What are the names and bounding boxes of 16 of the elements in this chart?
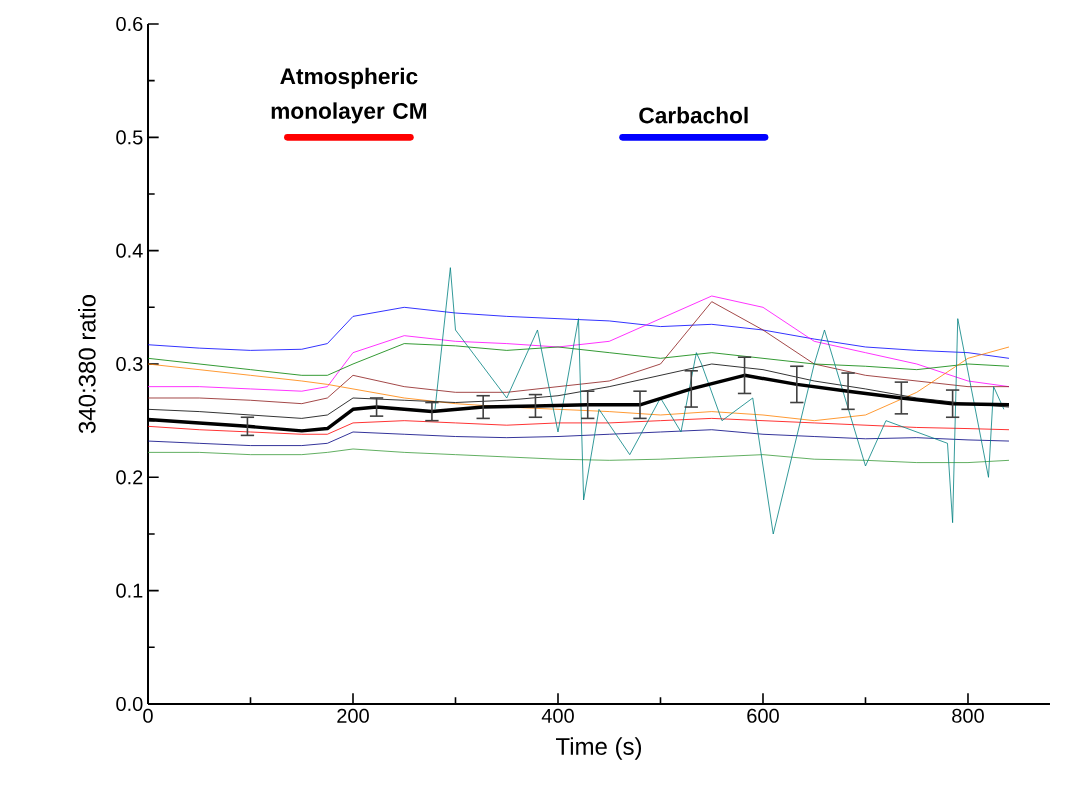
- y-tick-label: 0.3: [116, 356, 143, 372]
- y-tick-label: 0.0: [116, 696, 143, 712]
- y-tick-label: 0.1: [116, 583, 143, 598]
- x-tick-label: 600: [747, 708, 779, 723]
- x-tick-label: 200: [337, 708, 369, 723]
- y-axis-title: 340:380 ratio: [78, 294, 96, 434]
- x-tick-label: 800: [952, 708, 984, 723]
- series-label: Carbachol: [639, 106, 748, 124]
- x-tick-label: 0: [143, 708, 153, 723]
- y-tick-label: 0.5: [116, 130, 143, 145]
- y-tick-label: 0.2: [116, 470, 143, 485]
- series-label: Atmospheric monolayer CM: [271, 67, 427, 124]
- y-tick-label: 0.6: [116, 16, 143, 32]
- x-axis-title: Time (s): [555, 737, 642, 760]
- y-tick-label: 0.4: [116, 243, 143, 258]
- x-tick-label: 400: [541, 708, 574, 723]
